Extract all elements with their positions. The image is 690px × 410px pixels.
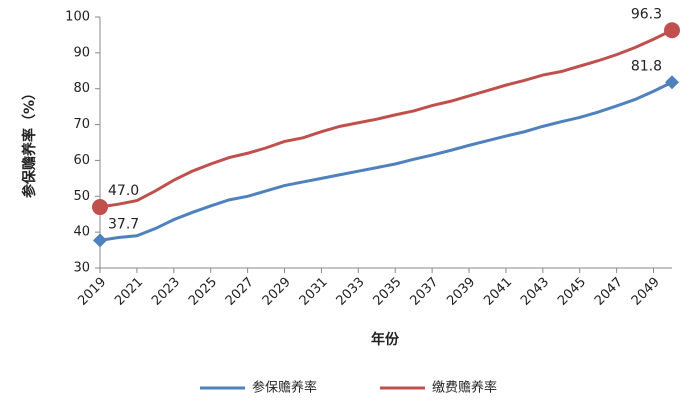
x-tick-label: 2033: [334, 275, 368, 309]
y-tick-label: 80: [73, 81, 90, 96]
x-tick-label: 2043: [518, 275, 552, 309]
legend-label: 参保赡养率: [252, 380, 317, 396]
x-tick-label: 2045: [555, 275, 589, 309]
x-tick-label: 2039: [444, 275, 478, 309]
y-tick-label: 60: [73, 153, 90, 168]
x-axis-label: 年份: [371, 331, 400, 348]
y-axis-label: 参保赡养率（%）: [21, 86, 38, 198]
x-tick-label: 2023: [149, 275, 183, 309]
point-marker: [665, 75, 679, 90]
point-marker: [93, 233, 107, 248]
x-tick-label: 2019: [75, 275, 109, 309]
data-label: 37.7: [108, 216, 139, 232]
point-marker: [92, 199, 108, 216]
x-tick-label: 2035: [371, 275, 405, 309]
x-tick-label: 2025: [186, 275, 220, 309]
y-tick-label: 70: [73, 117, 90, 132]
y-tick-label: 90: [73, 45, 90, 60]
x-tick-label: 2047: [592, 275, 626, 309]
y-tick-label: 40: [73, 225, 90, 240]
x-tick-label: 2031: [297, 275, 331, 309]
x-tick-label: 2037: [407, 275, 441, 309]
point-marker: [664, 22, 680, 39]
legend-label: 缴费赡养率: [432, 380, 497, 396]
x-tick-label: 2041: [481, 275, 515, 309]
x-tick-label: 2021: [112, 275, 146, 309]
series-line: [99, 28, 673, 209]
y-tick-label: 30: [73, 261, 90, 276]
series-line: [99, 80, 673, 242]
y-tick-label: 100: [65, 10, 90, 25]
x-tick-label: 2029: [260, 275, 294, 309]
data-label: 81.8: [631, 58, 662, 74]
x-tick-label: 2027: [223, 275, 257, 309]
x-tick-label: 2049: [629, 275, 663, 309]
data-label: 96.3: [631, 6, 662, 22]
data-label: 47.0: [108, 183, 139, 199]
y-tick-label: 50: [73, 189, 90, 204]
